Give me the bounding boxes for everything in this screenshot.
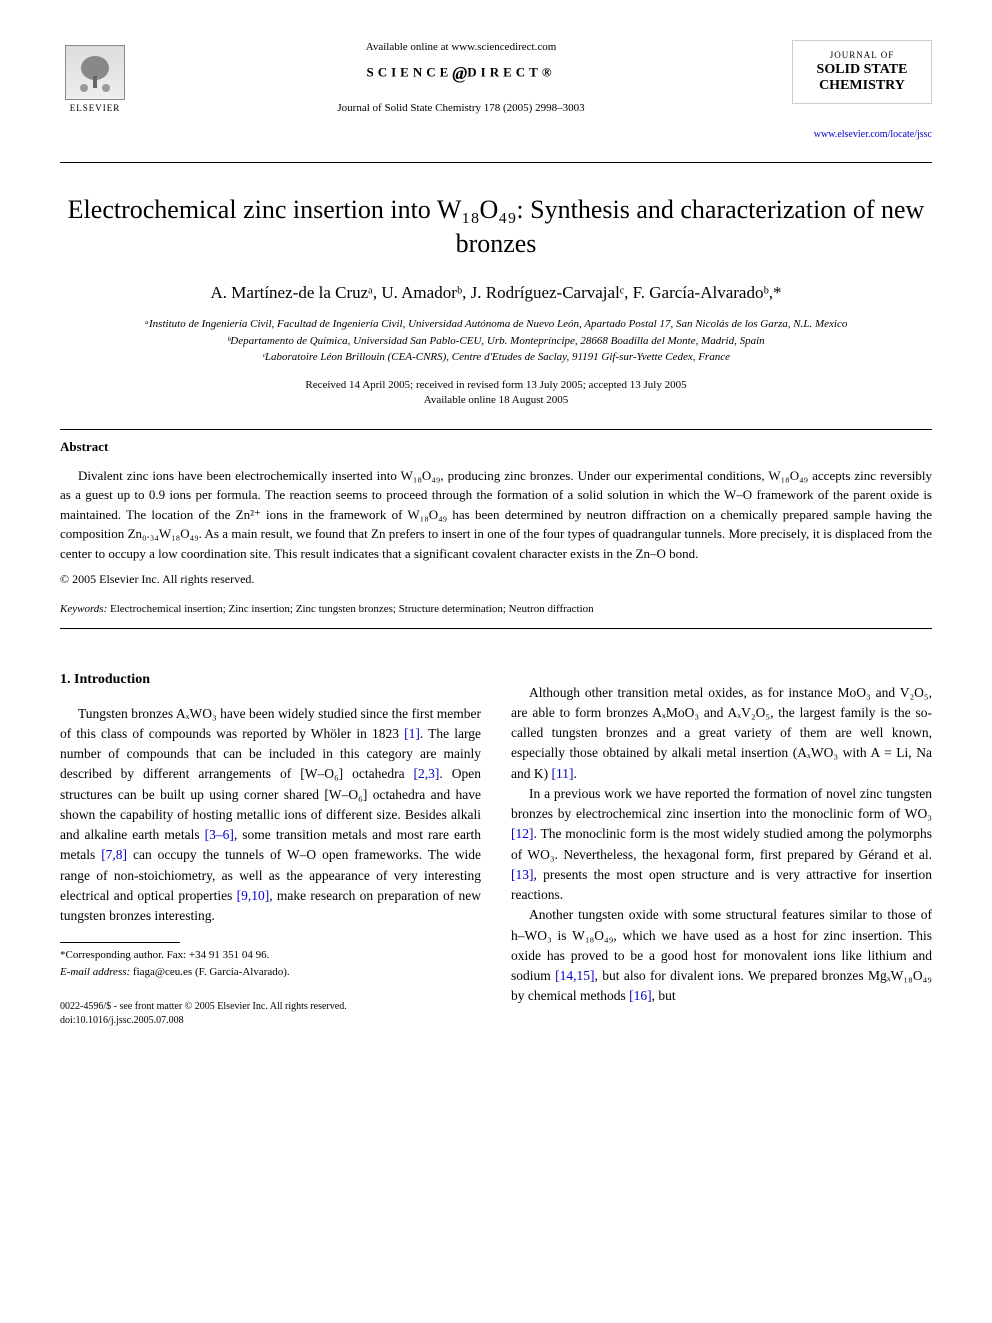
journal-of-label: JOURNAL OF [797,49,927,62]
intro-paragraph-2: Although other transition metal oxides, … [511,683,932,784]
column-right: Although other transition metal oxides, … [511,639,932,1029]
abstract-copyright: © 2005 Elsevier Inc. All rights reserved… [60,571,932,588]
publisher-name: ELSEVIER [70,102,121,115]
affiliation-b: ᵇDepartamento de Química, Universidad Sa… [60,333,932,350]
column-left: 1. Introduction Tungsten bronzes AₓWO₃ h… [60,639,481,1029]
ref-12[interactable]: [12] [511,826,534,841]
ref-2-3[interactable]: [2,3] [414,766,440,781]
affiliations: ᵃInstituto de Ingeniería Civil, Facultad… [60,316,932,366]
divider [60,162,932,163]
online-date: Available online 18 August 2005 [60,393,932,408]
intro-paragraph-3: In a previous work we have reported the … [511,784,932,906]
journal-reference: Journal of Solid State Chemistry 178 (20… [150,101,772,116]
journal-logo: JOURNAL OF SOLID STATE CHEMISTRY [792,40,932,104]
sd-at-icon: @ [452,61,467,86]
available-online-text: Available online at www.sciencedirect.co… [150,40,772,55]
affiliation-c: ᶜLaboratoire Léon Brillouin (CEA-CNRS), … [60,349,932,366]
ref-9-10[interactable]: [9,10] [237,888,270,903]
corresponding-author-note: *Corresponding author. Fax: +34 91 351 0… [60,947,481,964]
ref-3-6[interactable]: [3–6] [205,827,234,842]
authors: A. Martínez-de la Cruzᵃ, U. Amadorᵇ, J. … [60,281,932,305]
intro-paragraph-4: Another tungsten oxide with some structu… [511,905,932,1006]
journal-link[interactable]: www.elsevier.com/locate/jssc [60,128,932,142]
ref-13[interactable]: [13] [511,867,534,882]
keywords-text: Electrochemical insertion; Zinc insertio… [107,603,593,615]
ref-7-8[interactable]: [7,8] [101,847,127,862]
divider [60,429,932,430]
publisher-logo: ELSEVIER [60,40,130,120]
email-footnote: E-mail address: fiaga@ceu.es (F. García-… [60,964,481,981]
footer-copyright: 0022-4596/$ - see front matter © 2005 El… [60,1000,481,1028]
email-label: E-mail address: [60,966,130,978]
intro-paragraph-1: Tungsten bronzes AₓWO₃ have been widely … [60,704,481,927]
ref-14-15[interactable]: [14,15] [555,968,594,983]
received-date: Received 14 April 2005; received in revi… [60,378,932,393]
center-header: Available online at www.sciencedirect.co… [130,40,792,116]
affiliation-a: ᵃInstituto de Ingeniería Civil, Facultad… [60,316,932,333]
keywords-label: Keywords: [60,603,107,615]
science-direct-logo: SCIENCE@DIRECT® [150,61,772,86]
article-title: Electrochemical zinc insertion into W₁₈O… [60,193,932,261]
body-columns: 1. Introduction Tungsten bronzes AₓWO₃ h… [60,639,932,1029]
abstract-text: Divalent zinc ions have been electrochem… [60,466,932,564]
elsevier-tree-icon [65,45,125,100]
ref-11[interactable]: [11] [552,766,574,781]
footnote-separator [60,942,180,943]
ref-16[interactable]: [16] [629,988,652,1003]
keywords: Keywords: Electrochemical insertion; Zin… [60,602,932,617]
ref-1[interactable]: [1] [404,726,420,741]
divider [60,628,932,629]
abstract-heading: Abstract [60,438,932,456]
article-dates: Received 14 April 2005; received in revi… [60,378,932,409]
section-1-heading: 1. Introduction [60,669,481,690]
header-row: ELSEVIER Available online at www.science… [60,40,932,120]
email-address[interactable]: fiaga@ceu.es (F. García-Alvarado). [130,966,290,978]
journal-name: SOLID STATE CHEMISTRY [797,62,927,96]
